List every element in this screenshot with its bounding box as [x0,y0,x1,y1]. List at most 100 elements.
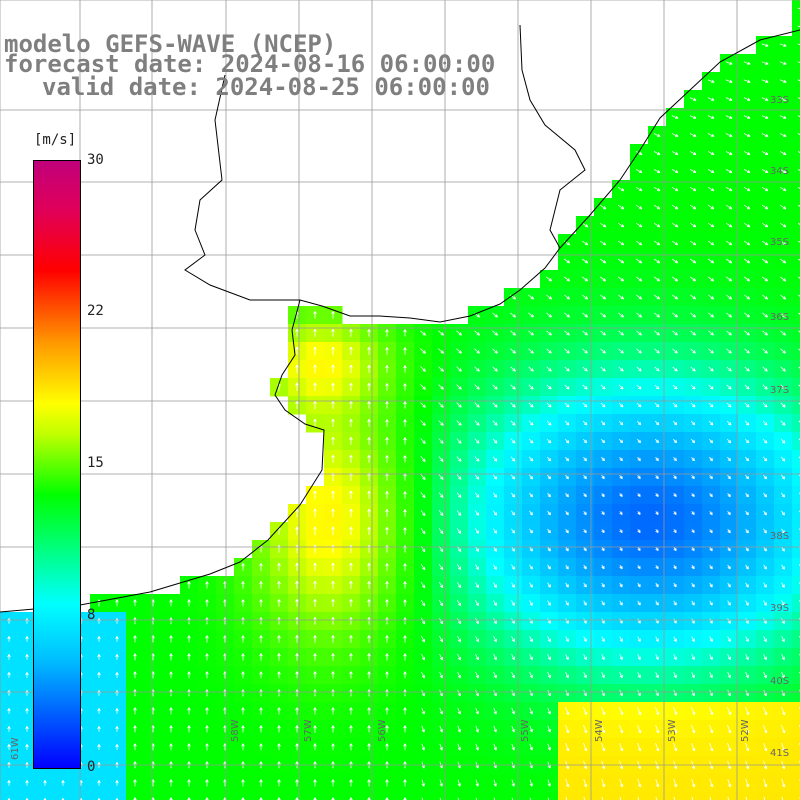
wind-arrow [745,510,749,516]
wind-arrow [564,348,570,354]
wind-arrow [456,564,462,570]
wind-arrow [259,635,263,643]
wind-cell [792,360,800,379]
wind-arrow [331,707,335,715]
wind-arrow [655,457,659,462]
wind-arrow [725,133,733,137]
wind-arrow [745,742,750,752]
wind-arrow [761,133,769,137]
wind-arrow [690,294,697,300]
wind-arrow [25,726,29,732]
wind-arrow [367,401,371,409]
wind-arrow [493,689,497,697]
wind-arrow [779,133,787,137]
wind-cell [792,414,800,433]
wind-arrow [635,186,643,192]
wind-arrow [691,475,695,480]
wind-cell [126,792,145,800]
wind-arrow [762,330,768,336]
wind-arrow [744,330,750,336]
wind-arrow [762,474,768,480]
wind-arrow [7,708,11,714]
wind-arrow [744,312,750,318]
wind-arrow [492,456,498,462]
wind-arrow [133,599,137,607]
wind-arrow [169,779,173,787]
wind-arrow [475,797,478,800]
wind-arrow [529,707,533,715]
wind-arrow [565,618,569,624]
wind-arrow [277,671,281,679]
wind-arrow [259,599,263,607]
wind-arrow [601,456,605,462]
wind-cell [666,792,685,800]
wind-arrow [601,707,606,716]
wind-arrow [205,707,209,715]
wind-arrow [582,348,588,354]
wind-arrow [689,151,697,155]
wind-arrow [691,493,695,498]
wind-arrow [583,546,587,552]
wind-arrow [511,654,515,661]
wind-arrow [564,294,571,300]
wind-arrow [691,546,695,552]
wind-arrow [493,779,497,787]
wind-arrow [743,169,751,173]
wind-arrow [707,115,715,119]
wind-arrow [331,743,335,751]
wind-arrow [637,564,641,570]
wind-arrow [691,778,696,788]
wind-cell [792,612,800,631]
wind-arrow [673,724,678,734]
wind-arrow [475,653,479,661]
wind-arrow [511,564,515,570]
wind-arrow [671,151,679,155]
wind-arrow [709,474,713,480]
wind-arrow [438,510,444,516]
wind-arrow [511,743,515,751]
wind-arrow [331,526,335,536]
wind-arrow [709,582,713,588]
wind-arrow [493,546,497,552]
wind-arrow [637,511,641,515]
wind-arrow [510,330,516,336]
wind-arrow [600,384,606,390]
wind-arrow [690,348,696,354]
wind-arrow [439,689,443,697]
wind-arrow [763,618,767,624]
wind-arrow [619,456,623,462]
wind-arrow [637,778,642,788]
wind-arrow [727,474,731,480]
wind-arrow [708,312,714,318]
wind-arrow [403,329,407,337]
wind-cell [792,504,800,523]
wind-arrow [725,222,733,228]
wind-arrow [421,725,425,733]
wind-arrow [781,671,785,679]
wind-arrow [367,526,371,535]
wind-arrow [438,330,444,336]
wind-arrow [403,563,407,571]
wind-arrow [707,240,715,246]
wind-arrow [619,438,624,444]
wind-arrow [691,796,694,800]
wind-arrow [727,742,732,752]
wind-arrow [743,79,751,83]
wind-arrow [601,778,606,788]
wind-arrow [546,294,553,300]
colorbar-unit: [m/s] [34,132,77,148]
wind-arrow [528,312,534,318]
wind-arrow [331,779,335,787]
wind-arrow [671,258,679,264]
wind-arrow [97,780,101,786]
wind-arrow [25,636,29,642]
wind-arrow [601,636,605,642]
wind-arrow [781,724,786,734]
wind-arrow [762,384,768,390]
wind-arrow [671,115,679,119]
country-border [519,24,586,249]
wind-arrow [653,151,661,155]
lat-label: 38S [770,531,790,542]
wind-arrow [529,600,533,606]
wind-arrow [725,115,733,119]
